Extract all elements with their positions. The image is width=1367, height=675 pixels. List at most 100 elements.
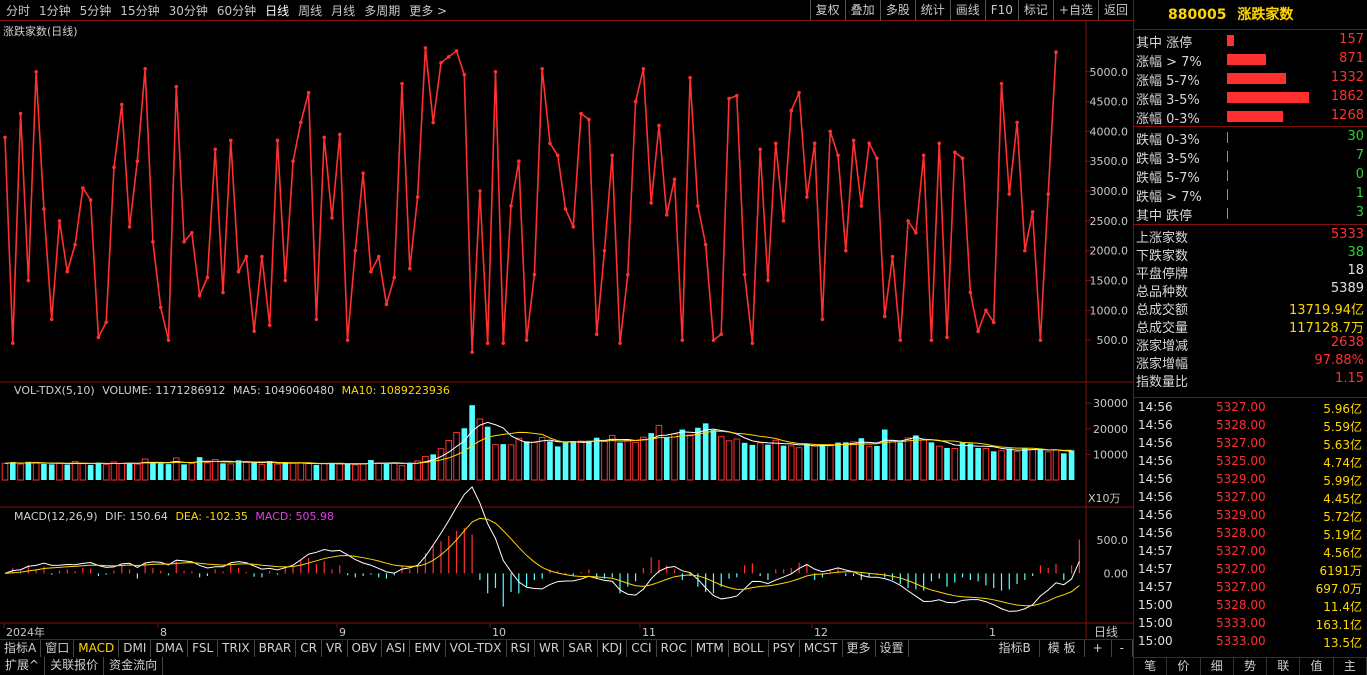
indicator-tab[interactable]: CCI [627, 640, 657, 657]
toolbar-action-button[interactable]: 叠加 [844, 0, 880, 21]
indicator-tab[interactable]: TRIX [218, 640, 255, 657]
indicator-tab[interactable]: BOLL [729, 640, 769, 657]
advance-point [742, 272, 747, 277]
volume-bar [141, 458, 149, 481]
period-tab[interactable]: 60分钟 [216, 3, 257, 18]
right-tab[interactable]: 价 [1167, 658, 1201, 675]
stat-row: 总成交量 117128.7万 [1134, 316, 1367, 336]
indicator-tab[interactable]: RSI [507, 640, 536, 657]
indicator-tab[interactable]: BRAR [255, 640, 297, 657]
right-tab[interactable]: 笔 [1134, 658, 1168, 675]
indicator-tab[interactable]: 设置 [876, 640, 909, 657]
indicator-tab[interactable]: SAR [564, 640, 598, 657]
indicator-tab[interactable]: WR [535, 640, 565, 657]
advance-point [952, 150, 957, 155]
volume-bar [266, 461, 273, 480]
advance-point [968, 290, 973, 295]
bottom-tab[interactable]: 资金流向 [104, 657, 164, 675]
indicator-tab[interactable]: 窗口 [41, 640, 75, 657]
volume-bar [959, 442, 966, 480]
tick-amount: 4.74亿 [1323, 456, 1362, 470]
advance-point [532, 272, 537, 277]
right-tab[interactable]: 值 [1300, 658, 1334, 675]
right-tab[interactable]: 细 [1201, 658, 1234, 675]
indicator-tab[interactable]: EMV [410, 640, 446, 657]
advance-point [1038, 338, 1043, 342]
vol-ma10-line [4, 430, 1072, 465]
indicator-tab[interactable]: ASI [382, 640, 411, 657]
stat-label: 下跌家数 [1136, 249, 1189, 264]
toolbar-action-button[interactable]: 统计 [914, 0, 950, 21]
symbol-code: 880005 [1168, 7, 1227, 23]
period-tab[interactable]: 月线 [331, 3, 356, 18]
period-tab[interactable]: 多周期 [364, 3, 401, 18]
indicator-tab[interactable]: VR [322, 640, 348, 657]
advance-point [882, 314, 887, 319]
toolbar-action-button[interactable]: +自选 [1052, 0, 1098, 21]
right-tab[interactable]: 主 [1334, 658, 1367, 675]
period-tab[interactable]: 5分钟 [79, 3, 112, 18]
period-tab[interactable]: 1分钟 [39, 3, 71, 18]
toolbar-action-button[interactable]: 画线 [949, 0, 985, 21]
toolbar-action-button[interactable]: 多股 [879, 0, 915, 21]
chart-canvas[interactable]: 5000.0 4500.0 4000.0 3500.0 3000.0 2500.0 2000… [0, 0, 1133, 657]
volume-bar [390, 462, 398, 481]
volume-bar [780, 445, 787, 480]
indicator-tab[interactable]: VOL-TDX [446, 640, 507, 657]
indicator-tab-right[interactable]: - [1112, 640, 1133, 657]
tick-price: 5328.00 [1216, 526, 1266, 540]
symbol-header: 880005 涨跌家数 [1134, 0, 1367, 30]
tick-price: 5327.00 [1216, 400, 1266, 414]
right-tab[interactable]: 联 [1267, 658, 1301, 675]
volume-bar [492, 444, 499, 481]
indicator-tab[interactable]: MACD [74, 640, 120, 657]
tick-time: 14:57 [1138, 562, 1173, 576]
advance-point [517, 159, 521, 164]
tick-amount: 5.59亿 [1323, 420, 1362, 434]
indicator-tab[interactable]: MTM [692, 640, 729, 657]
indicator-tab[interactable]: DMI [119, 640, 152, 657]
rise-bar [1227, 54, 1266, 65]
right-tab[interactable]: 势 [1234, 658, 1268, 675]
indicator-tab[interactable]: 指标A [0, 640, 42, 657]
indicator-tab[interactable]: PSY [769, 640, 800, 657]
indicator-tab[interactable]: 更多 [843, 640, 876, 657]
indicator-tab-right[interactable]: 模 板 [1040, 640, 1085, 657]
toolbar-action-button[interactable]: 复权 [809, 0, 845, 21]
indicator-tab-right[interactable]: + [1085, 640, 1112, 657]
rise-row: 涨幅 3-5% 1862 [1134, 88, 1367, 108]
indicator-tab[interactable]: CR [296, 640, 322, 657]
indicator-tab-right[interactable]: 指标B [991, 640, 1040, 657]
indicator-tab[interactable]: MCST [800, 640, 843, 657]
stat-label: 总成交量 [1136, 321, 1189, 336]
indicator-tab[interactable]: ROC [657, 640, 692, 657]
bottom-tab[interactable]: 扩展^ [0, 657, 46, 675]
period-tab[interactable]: 周线 [298, 3, 323, 18]
tick-row: 14:56 5325.00 4.74亿 [1136, 454, 1366, 472]
toolbar-action-button[interactable]: 返回 [1097, 0, 1133, 21]
rise-label: 其中 涨停 [1136, 36, 1193, 51]
indicator-tab[interactable]: DMA [151, 640, 189, 657]
toolbar-action-button[interactable]: F10 [984, 0, 1018, 21]
indicator-tab[interactable]: KDJ [598, 640, 628, 657]
tick-time: 15:00 [1138, 616, 1173, 630]
period-tab[interactable]: 更多 > [409, 3, 448, 18]
volume-bar [422, 455, 429, 481]
period-tab[interactable]: 日线 [265, 3, 290, 18]
tick-price: 5327.00 [1216, 544, 1266, 558]
period-tab[interactable]: 分时 [6, 3, 31, 18]
period-tab[interactable]: 30分钟 [168, 3, 208, 18]
volume-bar [126, 463, 133, 480]
tick-price: 5325.00 [1216, 454, 1266, 468]
y-tick-label: 5000.0 [1090, 66, 1129, 79]
symbol-name: 涨跌家数 [1237, 7, 1294, 23]
stat-label: 平盘停牌 [1136, 267, 1189, 282]
tick-price: 5333.00 [1216, 634, 1266, 648]
tick-row: 14:57 5327.00 6191万 [1136, 562, 1366, 580]
vol-y-label: 10000 [1093, 448, 1128, 461]
bottom-tab[interactable]: 关联报价 [45, 657, 105, 675]
toolbar-action-button[interactable]: 标记 [1017, 0, 1053, 21]
indicator-tab[interactable]: FSL [188, 640, 219, 657]
period-tab[interactable]: 15分钟 [120, 3, 160, 18]
indicator-tab[interactable]: OBV [348, 640, 383, 657]
